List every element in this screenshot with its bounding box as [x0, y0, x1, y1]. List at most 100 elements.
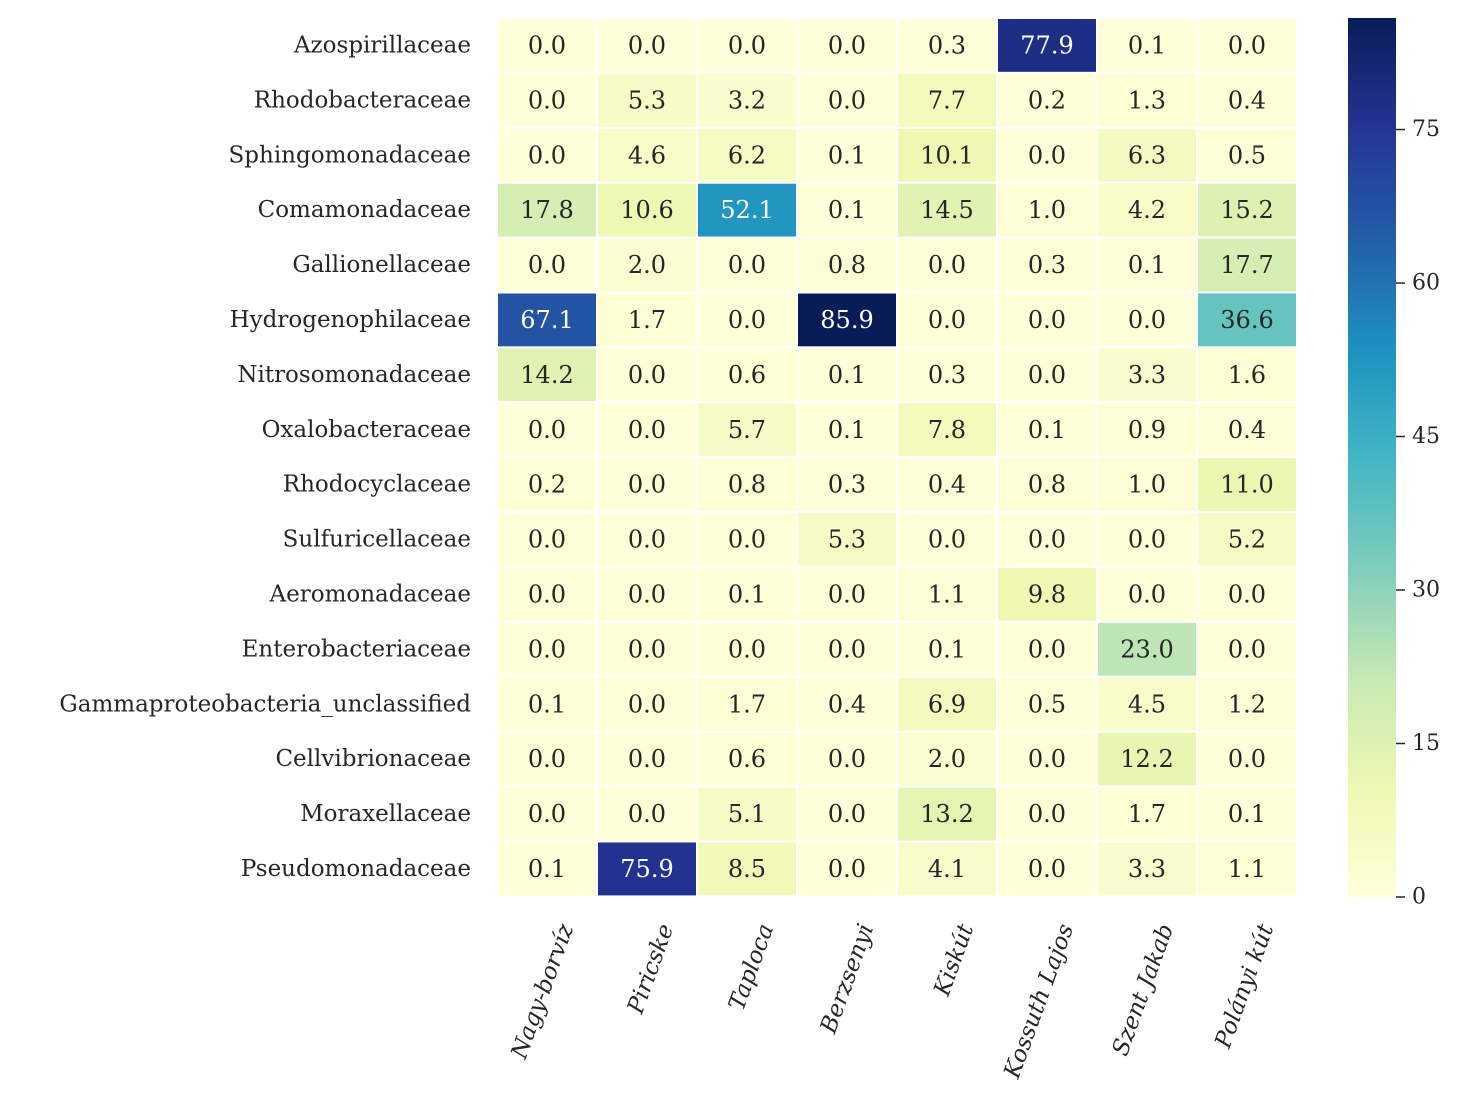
cell-value-label: 0.0: [928, 526, 966, 554]
column-label: Polányi kút: [1210, 920, 1279, 1053]
cell-value-label: 12.2: [1120, 745, 1173, 773]
cell-value-label: 36.6: [1220, 306, 1273, 334]
heatmap-cell: [496, 511, 598, 568]
heatmap-cell: [996, 346, 1098, 404]
cell-value-label: 0.1: [828, 196, 866, 224]
heatmap-cell: [996, 840, 1098, 898]
cell-value-label: 0.0: [528, 31, 566, 59]
cell-value-label: 5.3: [828, 526, 866, 554]
cell-value-label: 10.6: [620, 196, 673, 224]
cell-value-label: 0.2: [528, 471, 566, 499]
heatmap-cell: [1196, 346, 1298, 404]
cell-value-label: 0.8: [828, 251, 866, 279]
row-label: Gallionellaceae: [292, 252, 471, 278]
heatmap-cell: [1096, 126, 1198, 184]
column-label: Szent Jakab: [1108, 921, 1180, 1060]
cell-value-label: 0.0: [628, 690, 666, 718]
colorbar-gradient: [1348, 18, 1396, 897]
heatmap-cell: [496, 730, 598, 788]
heatmap-cell: [896, 456, 998, 514]
row-label: Nitrosomonadaceae: [237, 362, 471, 388]
cell-value-label: 0.0: [528, 86, 566, 114]
heatmap-cell: [1196, 126, 1298, 184]
row-label: Oxalobacteraceae: [262, 417, 471, 443]
cell-value-label: 0.0: [1028, 141, 1066, 169]
heatmap-cell: [696, 401, 798, 459]
cell-value-label: 0.3: [928, 31, 966, 59]
heatmap-cell: [796, 126, 898, 184]
cell-value-label: 0.0: [728, 251, 766, 279]
cell-value-label: 13.2: [920, 800, 973, 828]
cell-value-label: 0.1: [928, 635, 966, 663]
cell-value-label: 0.1: [1128, 31, 1166, 59]
heatmap-cell: [1096, 675, 1198, 733]
column-label: Nagy-borvíz: [506, 920, 579, 1063]
heatmap-cell: [996, 17, 1098, 74]
heatmap-cell: [1196, 17, 1298, 74]
heatmap-cell: [996, 456, 1098, 514]
cell-value-label: 0.0: [1228, 635, 1266, 663]
cell-value-label: 0.0: [1028, 635, 1066, 663]
heatmap-cell: [796, 566, 898, 623]
heatmap-cell: [596, 71, 698, 129]
colorbar-tick-label: 0: [1412, 885, 1426, 910]
heatmap-cell: [1196, 291, 1298, 349]
cell-value-label: 5.7: [728, 416, 766, 444]
cell-value-label: 0.0: [628, 361, 666, 389]
heatmap-cell: [896, 401, 998, 459]
cell-value-label: 3.3: [1128, 361, 1166, 389]
heatmap-cell: [1096, 346, 1198, 404]
cell-value-label: 0.1: [828, 416, 866, 444]
row-label: Enterobacteriaceae: [242, 636, 471, 662]
cell-value-label: 0.5: [1028, 690, 1066, 718]
heatmap-cell: [1096, 511, 1198, 568]
cell-value-label: 0.3: [828, 471, 866, 499]
cell-value-label: 2.0: [628, 251, 666, 279]
cell-value-label: 0.0: [1228, 31, 1266, 59]
cell-value-label: 0.6: [728, 745, 766, 773]
heatmap-cell: [1096, 181, 1198, 239]
heatmap-cell: [1096, 620, 1198, 678]
cell-value-label: 0.0: [1028, 745, 1066, 773]
cell-value-label: 77.9: [1020, 31, 1073, 59]
cell-value-label: 0.0: [1028, 855, 1066, 883]
cell-value-label: 17.8: [520, 196, 573, 224]
colorbar-tick-label: 15: [1412, 731, 1440, 756]
cell-value-label: 0.3: [1028, 251, 1066, 279]
colorbar-tick-label: 30: [1412, 578, 1440, 603]
colorbar-tick-label: 75: [1412, 117, 1440, 142]
cell-value-label: 0.8: [1028, 471, 1066, 499]
cell-value-label: 5.1: [728, 800, 766, 828]
heatmap-cell: [996, 511, 1098, 568]
row-label: Azospirillaceae: [293, 32, 471, 58]
row-label: Rhodobacteraceae: [254, 87, 471, 113]
cell-value-label: 1.7: [728, 690, 766, 718]
heatmap-cell: [496, 346, 598, 404]
heatmap-cell: [1096, 566, 1198, 623]
heatmap-cell: [596, 840, 698, 898]
cell-value-label: 3.3: [1128, 855, 1166, 883]
row-label: Rhodocyclaceae: [283, 472, 471, 498]
heatmap-cell: [596, 126, 698, 184]
cell-value-label: 3.2: [728, 86, 766, 114]
heatmap-cell: [1096, 840, 1198, 898]
cell-value-label: 0.0: [828, 800, 866, 828]
cell-value-label: 0.4: [828, 690, 866, 718]
cell-value-label: 0.4: [1228, 416, 1266, 444]
cell-value-label: 15.2: [1220, 196, 1273, 224]
heatmap-cells: 0.0 0.0 0.0 0.0 0.3 77.9 0.1 0.0 0.0 5.3 3.2 0.0 7.7…: [496, 17, 1298, 898]
cell-value-label: 0.0: [528, 745, 566, 773]
heatmap-cell: [496, 840, 598, 898]
heatmap-cell: [596, 17, 698, 74]
cell-value-label: 0.0: [1228, 745, 1266, 773]
cell-value-label: 0.1: [1228, 800, 1266, 828]
cell-value-label: 5.2: [1228, 526, 1266, 554]
cell-value-label: 0.0: [1028, 800, 1066, 828]
cell-value-label: 0.0: [828, 31, 866, 59]
row-label: Sulfuricellaceae: [283, 527, 471, 553]
heatmap-cell: [896, 346, 998, 404]
cell-value-label: 0.0: [1128, 580, 1166, 608]
heatmap-cell: [696, 511, 798, 568]
heatmap-cell: [596, 291, 698, 349]
